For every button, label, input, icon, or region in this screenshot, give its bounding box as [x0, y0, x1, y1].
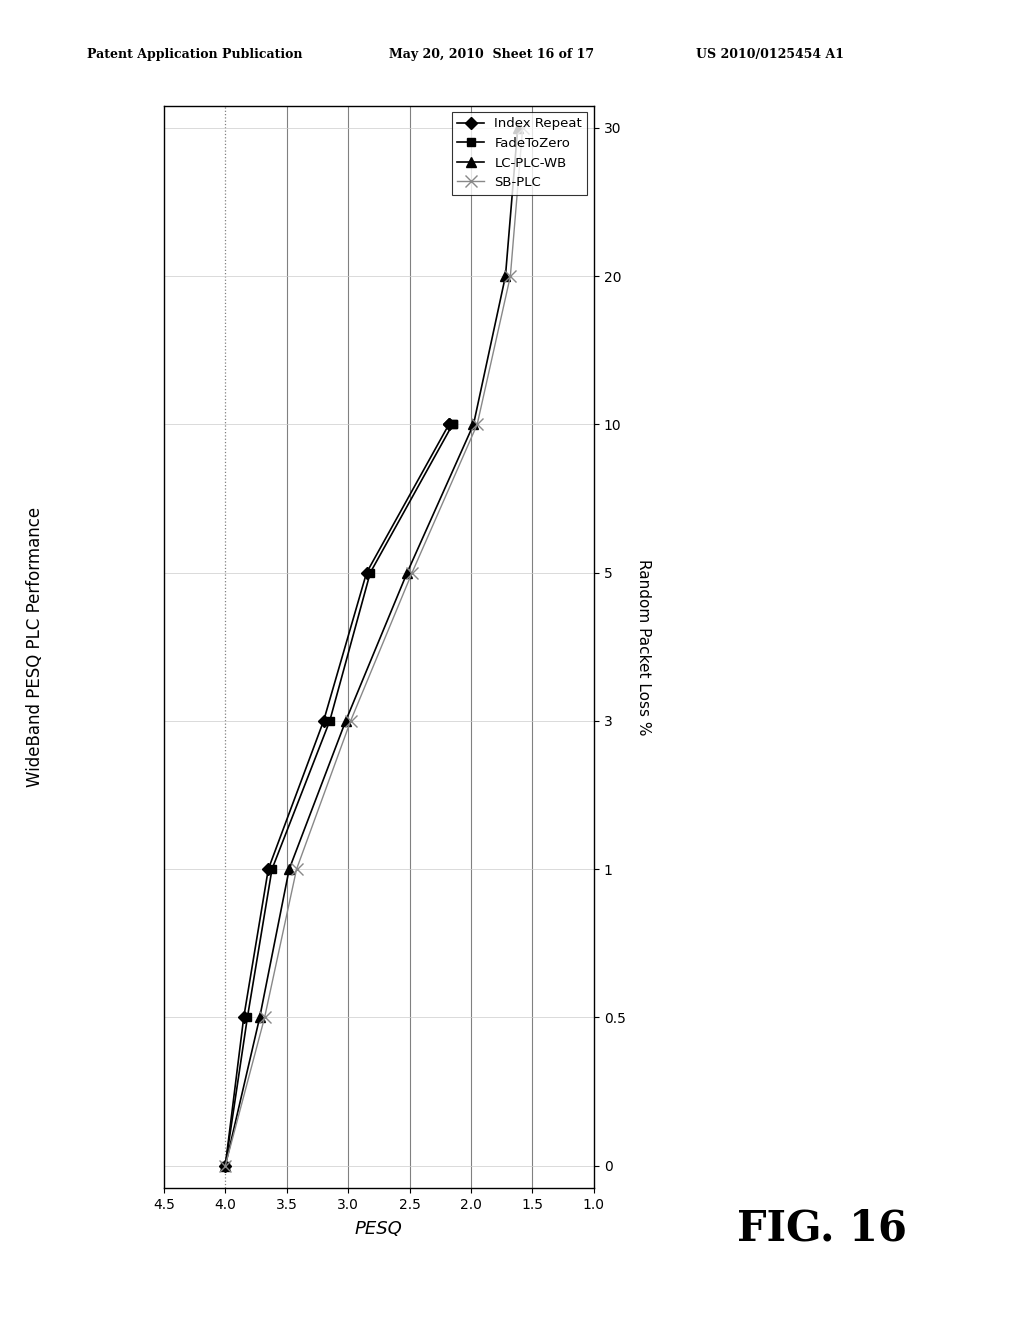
- Legend: Index Repeat, FadeToZero, LC-PLC-WB, SB-PLC: Index Repeat, FadeToZero, LC-PLC-WB, SB-…: [452, 112, 588, 194]
- Text: May 20, 2010  Sheet 16 of 17: May 20, 2010 Sheet 16 of 17: [389, 48, 594, 61]
- Y-axis label: Random Packet Loss %: Random Packet Loss %: [636, 558, 650, 735]
- Text: Patent Application Publication: Patent Application Publication: [87, 48, 302, 61]
- Text: US 2010/0125454 A1: US 2010/0125454 A1: [696, 48, 845, 61]
- X-axis label: PESQ: PESQ: [355, 1220, 402, 1238]
- Text: WideBand PESQ PLC Performance: WideBand PESQ PLC Performance: [26, 507, 44, 787]
- Text: FIG. 16: FIG. 16: [737, 1208, 907, 1250]
